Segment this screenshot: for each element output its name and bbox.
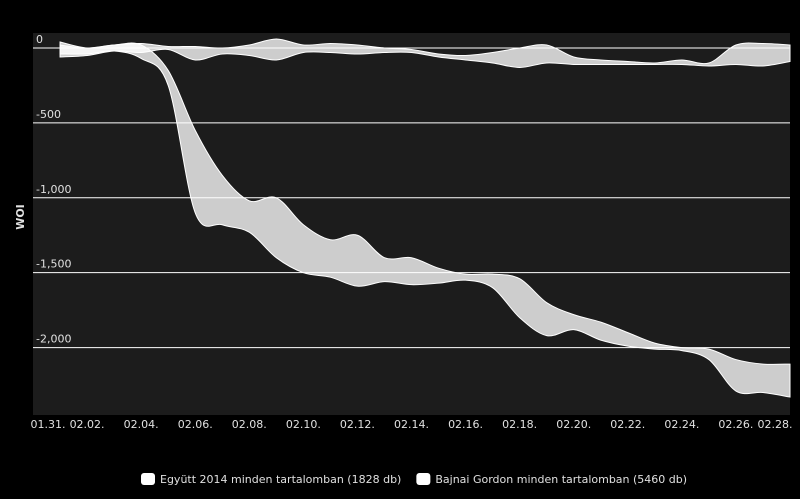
x-tick-label: 02.24. — [664, 418, 699, 431]
legend-label: Bajnai Gordon minden tartalomban (5460 d… — [435, 473, 687, 486]
y-tick-label: -1,000 — [36, 183, 71, 196]
x-tick-label: 02.16. — [448, 418, 483, 431]
x-tick-label: 02.10. — [286, 418, 321, 431]
range-area — [59, 42, 791, 398]
y-tick-label: -1,500 — [36, 258, 71, 271]
range-area — [59, 38, 791, 68]
x-tick-label: 02.28. — [758, 418, 793, 431]
x-tick-label: 02.08. — [232, 418, 267, 431]
x-tick-label: 02.02. — [70, 418, 105, 431]
x-tick-label: 02.12. — [340, 418, 375, 431]
legend-swatch — [141, 473, 155, 485]
legend-swatch — [416, 473, 431, 485]
x-tick-label: 02.20. — [556, 418, 591, 431]
x-tick-label: 02.04. — [124, 418, 159, 431]
x-tick-label: 02.22. — [610, 418, 645, 431]
y-axis-label: WOI — [14, 204, 27, 230]
x-tick-label: 02.06. — [178, 418, 213, 431]
y-tick-label: -500 — [36, 108, 61, 121]
x-tick-label: 02.18. — [502, 418, 537, 431]
legend-label: Együtt 2014 minden tartalomban (1828 db) — [160, 473, 401, 486]
plot-area — [33, 33, 790, 415]
y-tick-label: -2,000 — [36, 333, 71, 346]
x-tick-label: 02.26. — [718, 418, 753, 431]
x-tick-label: 02.14. — [394, 418, 429, 431]
x-tick-label: 01.31. — [31, 418, 66, 431]
y-tick-label: 0 — [36, 33, 43, 46]
